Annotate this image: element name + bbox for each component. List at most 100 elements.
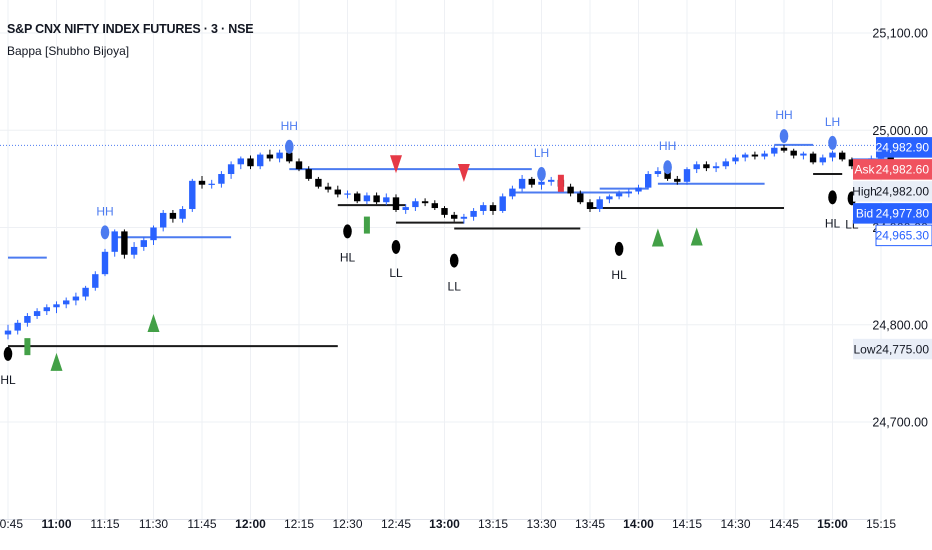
candle-down <box>169 212 177 219</box>
time-tick-label: 10:45 <box>0 517 23 531</box>
candle-down <box>790 150 797 156</box>
indicator-title[interactable]: Bappa [Shubho Bijoya] <box>7 44 130 58</box>
swing-high-label: HH <box>96 204 113 218</box>
candle-down <box>373 195 380 203</box>
swing-high-label: LH <box>825 115 840 129</box>
price-badge-value: 24,982.90 <box>876 141 930 155</box>
candle-down <box>664 171 671 179</box>
time-tick-label: 13:00 <box>429 517 460 531</box>
candle-down <box>334 189 341 195</box>
price-scale[interactable]: 25,100.0025,000.0024,900.0024,800.0024,7… <box>852 27 932 430</box>
swing-low-label: HL <box>340 250 356 264</box>
candle-up <box>344 193 351 195</box>
swing-low-dot <box>391 239 401 254</box>
candle-down <box>567 186 574 194</box>
candle-down <box>703 164 710 169</box>
candle-down <box>431 203 438 209</box>
candle-down <box>305 169 312 179</box>
candle-up <box>470 210 477 217</box>
candle-up <box>33 311 41 316</box>
swing-high-label: HH <box>659 139 676 153</box>
time-tick-label: 11:00 <box>41 517 71 531</box>
candle-up <box>402 207 409 210</box>
swing-high-label: HH <box>281 119 298 133</box>
sell-bar <box>557 174 564 192</box>
swing-low-dot <box>3 346 13 361</box>
candle-down <box>295 161 303 170</box>
candle-down <box>674 178 681 182</box>
candle-up <box>218 174 225 184</box>
time-tick-label: 14:15 <box>672 517 702 531</box>
candle-down <box>247 158 254 167</box>
swing-high-dot <box>537 167 546 182</box>
candle-up <box>771 147 778 154</box>
badge-tag-bg <box>853 181 876 202</box>
candle-up <box>761 153 768 157</box>
candle-up <box>742 154 749 158</box>
price-tick-label: 25,100.00 <box>872 27 928 41</box>
badge-tag-low: Low <box>853 342 875 356</box>
buy-triangle <box>651 228 664 247</box>
chart-title: S&P CNX NIFTY INDEX FUTURES · 3 · NSE <box>7 22 254 36</box>
candle-up <box>460 216 468 219</box>
time-tick-label: 12:30 <box>332 517 362 531</box>
swing-low-label: LL <box>389 266 403 280</box>
level-lines <box>8 143 891 348</box>
candle-up <box>150 227 157 241</box>
candle-up <box>645 174 652 188</box>
candle-up <box>383 197 390 203</box>
badge-tag-bid: Bid <box>856 207 873 221</box>
price-badge <box>876 137 932 158</box>
candle-up <box>130 246 138 255</box>
price-badge-value: 24,775.00 <box>876 342 930 356</box>
candle-up <box>625 191 632 194</box>
time-tick-label: 14:45 <box>769 517 799 531</box>
badge-tag-ask: Ask <box>854 163 875 177</box>
time-tick-label: 13:45 <box>575 517 605 531</box>
candle-up <box>732 157 739 162</box>
candle-down <box>324 186 332 190</box>
candle-up <box>596 199 603 210</box>
price-badge <box>876 203 932 224</box>
candle-down <box>286 152 293 162</box>
candle-down <box>441 208 448 215</box>
candle-up <box>189 180 196 210</box>
candle-down <box>839 152 846 160</box>
candle-down <box>198 180 206 185</box>
candle-up <box>412 201 419 208</box>
buy-triangle <box>50 352 63 371</box>
price-badge-value: 24,982.60 <box>876 163 930 177</box>
price-badge <box>876 338 932 360</box>
candle-up <box>14 322 21 331</box>
badge-tag-bg <box>853 159 876 180</box>
price-tick-label: 24,800.00 <box>872 318 928 332</box>
candle-up <box>480 205 487 211</box>
time-axis[interactable]: 10:45 11:00 11:15 11:30 11:45 12:00 12:15 12:30… <box>0 517 896 531</box>
price-badge <box>875 224 932 247</box>
candle-up <box>819 157 826 163</box>
candle-up <box>509 188 516 197</box>
badge-tag-high: High <box>852 185 877 199</box>
price-badge-value: 24,965.30 <box>876 229 930 243</box>
time-tick-label: 15:00 <box>817 517 848 531</box>
candles <box>4 144 894 340</box>
buy-triangle <box>147 314 160 333</box>
price-tick-label: 25,000.00 <box>872 124 928 138</box>
candle-up <box>4 330 12 335</box>
signals <box>24 155 703 371</box>
price-tick-label: 24,700.00 <box>872 416 928 430</box>
swing-high-dot <box>663 160 672 175</box>
time-tick-label: 11:45 <box>187 517 216 531</box>
badge-tag-bg <box>853 203 876 224</box>
buy-triangle <box>690 227 703 246</box>
candle-up <box>111 231 118 252</box>
grid <box>0 0 882 520</box>
swing-high-dot <box>285 139 294 154</box>
candle-up <box>538 181 545 185</box>
candle-down <box>780 147 788 151</box>
candle-up <box>800 153 807 156</box>
candle-up <box>24 315 31 323</box>
candle-up <box>654 171 662 175</box>
swing-low-dot <box>343 224 352 239</box>
